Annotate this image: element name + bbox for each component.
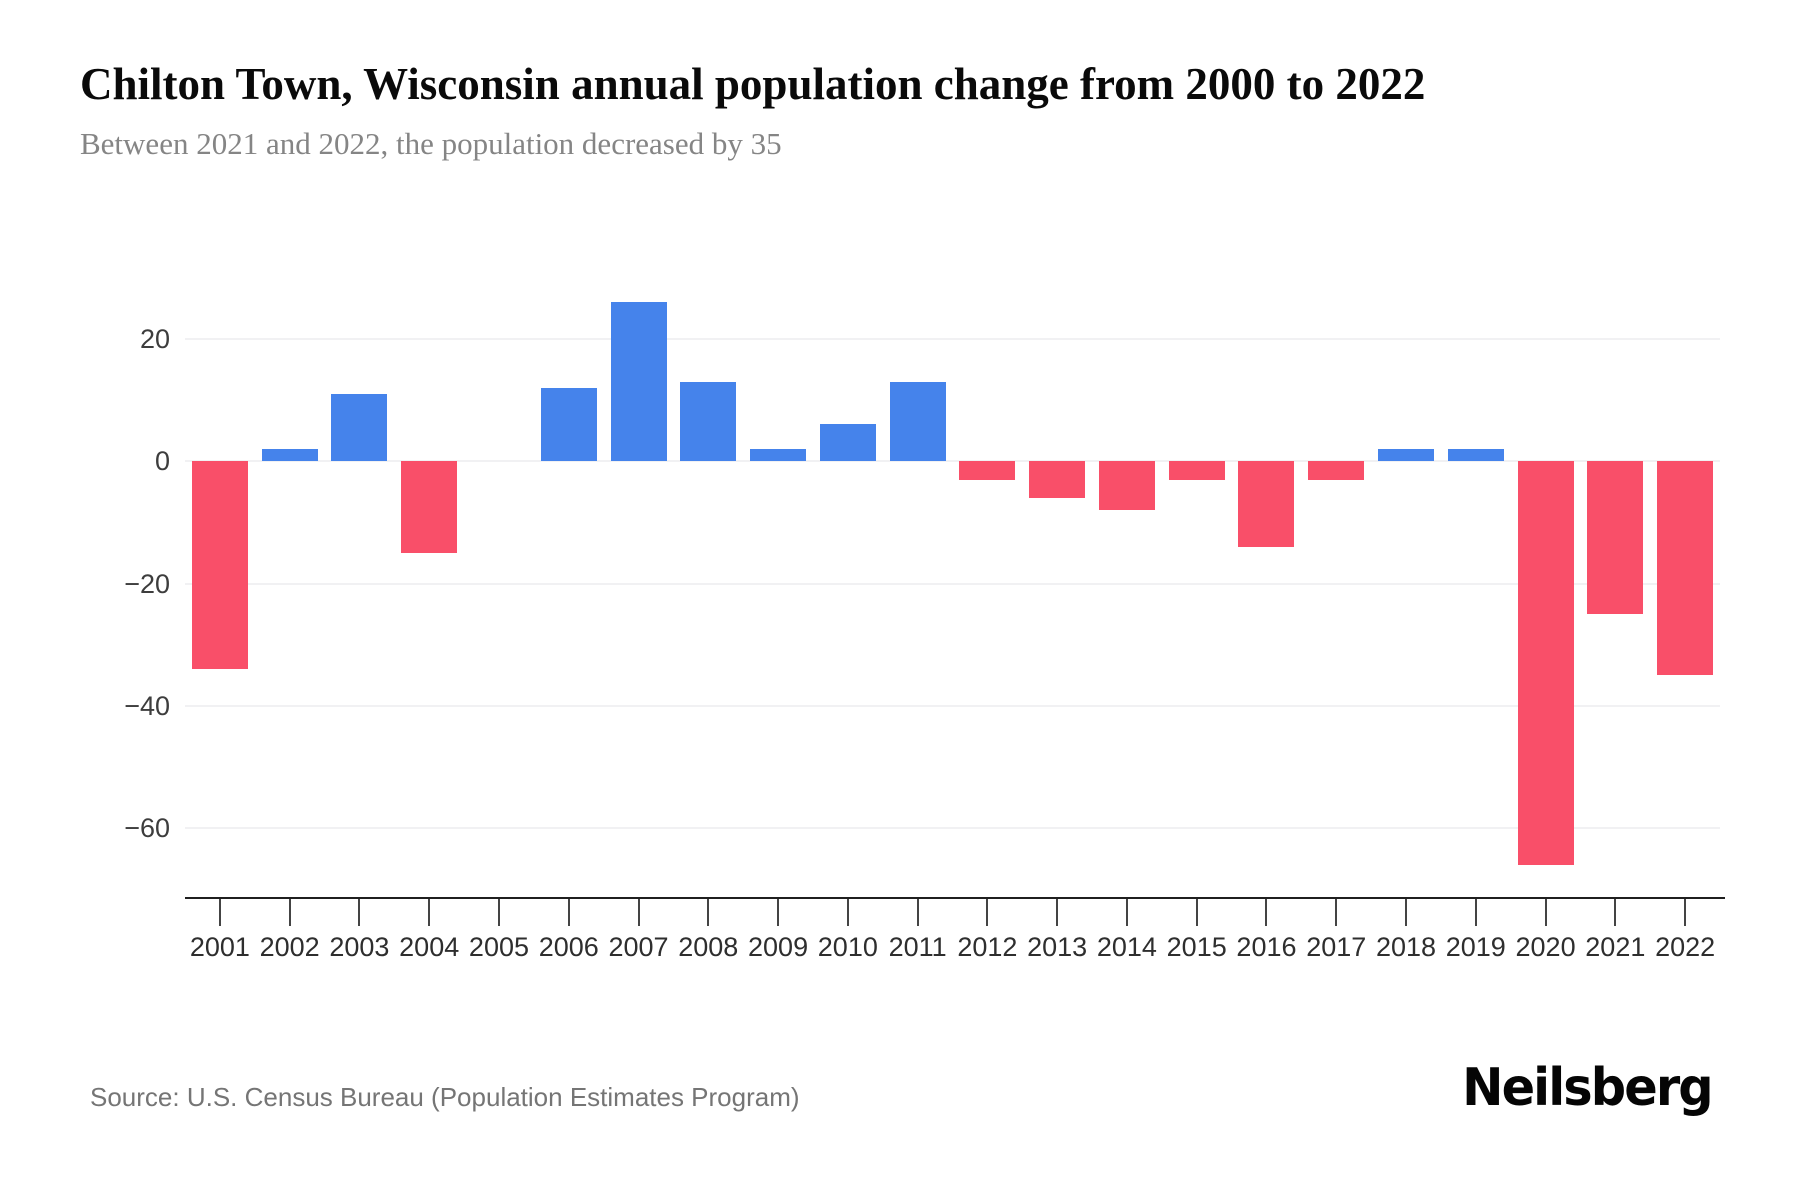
x-axis-tick (1125, 899, 1128, 926)
x-axis-tick (288, 899, 291, 926)
x-axis-tick-label: 2012 (957, 932, 1018, 962)
bar-2018[interactable] (1378, 448, 1435, 462)
bar-2010[interactable] (819, 424, 876, 462)
gridline-y-20 (185, 337, 1720, 340)
x-axis-line (185, 897, 1725, 899)
bar-2014[interactable] (1098, 461, 1155, 511)
bar-2008[interactable] (680, 381, 737, 462)
source-text: Source: U.S. Census Bureau (Population E… (90, 1082, 800, 1112)
gridline-y--40 (185, 704, 1720, 707)
x-axis-tick-label: 2022 (1655, 932, 1716, 962)
x-axis-tick-label: 2004 (399, 932, 460, 962)
x-axis-tick (1195, 899, 1198, 926)
bar-2019[interactable] (1447, 448, 1504, 462)
x-axis-tick (567, 899, 570, 926)
x-axis-tick-label: 2001 (189, 932, 250, 962)
x-axis-tick-label: 2016 (1236, 932, 1297, 962)
x-axis-tick (916, 899, 919, 926)
bar-2003[interactable] (331, 393, 388, 462)
brand-logo[interactable]: Neilsberg (1462, 1058, 1714, 1118)
x-axis-tick-label: 2009 (748, 932, 809, 962)
chart-subtitle: Between 2021 and 2022, the population de… (80, 126, 782, 161)
x-axis-tick-label: 2010 (817, 932, 878, 962)
gridline-y--20 (185, 582, 1720, 585)
bar-2011[interactable] (889, 381, 946, 462)
x-axis-tick-label: 2005 (468, 932, 529, 962)
bar-2017[interactable] (1308, 461, 1365, 480)
x-axis-tick (1335, 899, 1338, 926)
bar-2002[interactable] (261, 448, 318, 462)
x-axis-tick-label: 2018 (1375, 932, 1437, 962)
bar-2015[interactable] (1168, 461, 1225, 480)
x-axis-tick (1614, 899, 1617, 926)
y-axis-tick-label: −40 (124, 690, 170, 721)
x-axis-tick-label: 2017 (1306, 932, 1367, 962)
bar-2013[interactable] (1029, 461, 1086, 498)
x-axis-tick (637, 899, 640, 926)
gridline-y-0 (185, 460, 1720, 463)
y-axis-tick-label: 20 (139, 323, 170, 354)
bar-2021[interactable] (1587, 461, 1644, 615)
bar-2020[interactable] (1517, 461, 1574, 865)
x-axis-tick (1474, 899, 1477, 926)
plot-area (185, 255, 1720, 898)
x-axis-tick-label: 2013 (1027, 932, 1088, 962)
x-axis-tick-label: 2003 (329, 932, 390, 962)
x-axis-tick (497, 899, 500, 926)
x-axis-tick-label: 2007 (608, 932, 669, 962)
x-axis-tick (846, 899, 849, 926)
x-axis-tick (218, 899, 221, 926)
x-axis-tick (707, 899, 710, 926)
bar-2009[interactable] (750, 448, 807, 462)
bar-2016[interactable] (1238, 461, 1295, 547)
x-axis-tick-label: 2015 (1166, 932, 1227, 962)
x-axis-tick (1544, 899, 1547, 926)
x-axis-tick (1405, 899, 1408, 926)
bar-2001[interactable] (191, 461, 248, 670)
y-axis-tick-label: 0 (154, 446, 170, 477)
x-axis-tick-label: 2011 (888, 932, 947, 962)
x-axis-tick-label: 2021 (1585, 932, 1646, 962)
y-axis-tick-label: −60 (124, 813, 170, 844)
bar-2006[interactable] (540, 387, 597, 462)
x-axis-tick (986, 899, 989, 926)
x-axis-tick-label: 2006 (538, 932, 599, 962)
gridline-y--60 (185, 827, 1720, 830)
x-axis-tick-label: 2002 (259, 932, 320, 962)
y-axis-tick-label: −20 (124, 568, 170, 599)
bar-2004[interactable] (401, 461, 458, 553)
x-axis-tick-label: 2020 (1515, 932, 1576, 962)
x-axis-tick (1265, 899, 1268, 926)
x-axis-tick (777, 899, 780, 926)
x-axis-tick (1056, 899, 1059, 926)
bar-2022[interactable] (1657, 461, 1714, 676)
x-axis-tick-label: 2008 (678, 932, 739, 962)
x-axis-tick-label: 2019 (1445, 932, 1506, 962)
bar-2012[interactable] (959, 461, 1016, 480)
x-axis-tick-label: 2014 (1096, 932, 1157, 962)
chart-title: Chilton Town, Wisconsin annual populatio… (80, 59, 1426, 109)
x-axis-tick (358, 899, 361, 926)
x-axis-tick (1684, 899, 1687, 926)
bar-2007[interactable] (610, 302, 667, 462)
x-axis-tick (428, 899, 431, 926)
